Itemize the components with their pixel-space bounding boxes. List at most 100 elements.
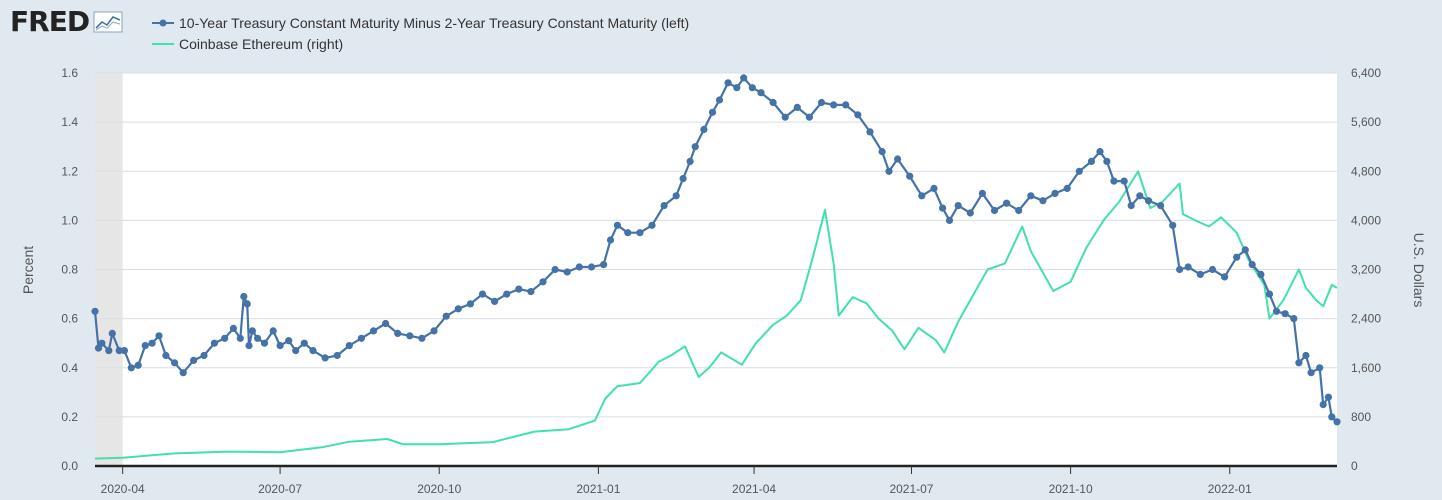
spread-point[interactable]: [134, 361, 142, 369]
spread-point[interactable]: [1257, 270, 1265, 278]
spread-point[interactable]: [1127, 202, 1135, 210]
spread-point[interactable]: [539, 278, 547, 286]
spread-point[interactable]: [254, 334, 262, 342]
spread-point[interactable]: [842, 101, 850, 109]
spread-point[interactable]: [430, 327, 438, 335]
spread-point[interactable]: [708, 108, 717, 116]
spread-point[interactable]: [333, 351, 341, 360]
spread-point[interactable]: [1265, 290, 1274, 298]
spread-point[interactable]: [300, 339, 308, 347]
spread-point[interactable]: [624, 229, 632, 237]
spread-point[interactable]: [236, 334, 244, 342]
spread-point[interactable]: [1144, 197, 1153, 205]
spread-point[interactable]: [563, 268, 571, 276]
spread-point[interactable]: [466, 300, 474, 308]
spread-point[interactable]: [854, 111, 862, 119]
spread-point[interactable]: [1295, 359, 1303, 367]
spread-point[interactable]: [190, 356, 198, 364]
spread-point[interactable]: [1333, 418, 1341, 426]
spread-point[interactable]: [1196, 270, 1204, 278]
spread-point[interactable]: [491, 297, 499, 305]
spread-point[interactable]: [636, 229, 644, 237]
spread-point[interactable]: [276, 342, 284, 350]
spread-point[interactable]: [613, 221, 622, 229]
spread-point[interactable]: [990, 206, 999, 215]
spread-point[interactable]: [442, 312, 450, 320]
spread-point[interactable]: [91, 307, 99, 315]
spread-point[interactable]: [769, 98, 777, 107]
spread-point[interactable]: [587, 263, 596, 271]
spread-point[interactable]: [866, 128, 874, 136]
spread-point[interactable]: [260, 339, 269, 347]
spread-point[interactable]: [179, 369, 187, 377]
spread-point[interactable]: [1281, 310, 1289, 318]
fred-logo[interactable]: FRED: [10, 6, 123, 38]
spread-point[interactable]: [245, 342, 253, 350]
spread-point[interactable]: [394, 329, 402, 337]
spread-point[interactable]: [1221, 273, 1229, 281]
spread-point[interactable]: [748, 84, 756, 92]
spread-point[interactable]: [292, 347, 300, 355]
spread-point[interactable]: [127, 364, 135, 372]
spread-point[interactable]: [1208, 265, 1217, 274]
spread-point[interactable]: [406, 332, 414, 340]
spread-point[interactable]: [171, 359, 179, 367]
spread-point[interactable]: [575, 263, 583, 271]
spread-point[interactable]: [478, 290, 487, 298]
spread-point[interactable]: [1003, 199, 1011, 207]
spread-point[interactable]: [1184, 263, 1192, 271]
spread-point[interactable]: [240, 292, 248, 301]
spread-point[interactable]: [503, 290, 511, 298]
spread-point[interactable]: [1241, 246, 1249, 254]
spread-point[interactable]: [345, 342, 353, 350]
spread-point[interactable]: [1302, 351, 1310, 360]
spread-point[interactable]: [1233, 253, 1241, 261]
spread-point[interactable]: [382, 319, 390, 328]
spread-point[interactable]: [229, 324, 237, 332]
spread-point[interactable]: [1316, 364, 1324, 372]
spread-point[interactable]: [906, 172, 914, 180]
spread-point[interactable]: [686, 157, 694, 165]
spread-point[interactable]: [945, 216, 954, 224]
spread-point[interactable]: [1039, 197, 1047, 205]
spread-point[interactable]: [954, 202, 962, 210]
spread-point[interactable]: [672, 192, 680, 200]
spread-point[interactable]: [740, 74, 748, 82]
spread-point[interactable]: [98, 339, 106, 347]
legend-item-spread[interactable]: 10-Year Treasury Constant Maturity Minus…: [152, 12, 689, 33]
spread-point[interactable]: [1063, 184, 1071, 192]
spread-point[interactable]: [1120, 177, 1128, 185]
spread-point[interactable]: [269, 327, 277, 335]
spread-point[interactable]: [978, 189, 987, 197]
spread-point[interactable]: [1136, 192, 1144, 200]
spread-point[interactable]: [878, 148, 886, 156]
spread-point[interactable]: [1051, 189, 1059, 197]
spread-point[interactable]: [515, 285, 523, 293]
spread-point[interactable]: [1103, 157, 1111, 165]
spread-point[interactable]: [691, 143, 699, 151]
spread-point[interactable]: [1319, 401, 1327, 409]
spread-point[interactable]: [757, 89, 765, 97]
spread-point[interactable]: [454, 305, 462, 313]
spread-point[interactable]: [885, 167, 893, 175]
spread-point[interactable]: [1075, 167, 1083, 175]
spread-point[interactable]: [600, 261, 608, 269]
legend-item-ethereum[interactable]: Coinbase Ethereum (right): [152, 33, 689, 54]
spread-point[interactable]: [1307, 369, 1315, 377]
spread-point[interactable]: [551, 265, 559, 274]
spread-point[interactable]: [369, 327, 378, 335]
spread-point[interactable]: [793, 103, 801, 111]
ethereum-line[interactable]: [94, 170, 1338, 460]
spread-point[interactable]: [830, 101, 838, 109]
spread-point[interactable]: [660, 202, 668, 210]
spread-point[interactable]: [1169, 221, 1177, 229]
spread-point[interactable]: [648, 221, 656, 229]
spread-point[interactable]: [1176, 265, 1184, 274]
spread-point[interactable]: [606, 236, 615, 244]
spread-point[interactable]: [527, 288, 535, 296]
spread-point[interactable]: [418, 334, 426, 342]
spread-point[interactable]: [1290, 315, 1298, 323]
spread-point[interactable]: [285, 337, 293, 345]
spread-point[interactable]: [1328, 413, 1336, 421]
spread-point[interactable]: [1096, 148, 1104, 156]
